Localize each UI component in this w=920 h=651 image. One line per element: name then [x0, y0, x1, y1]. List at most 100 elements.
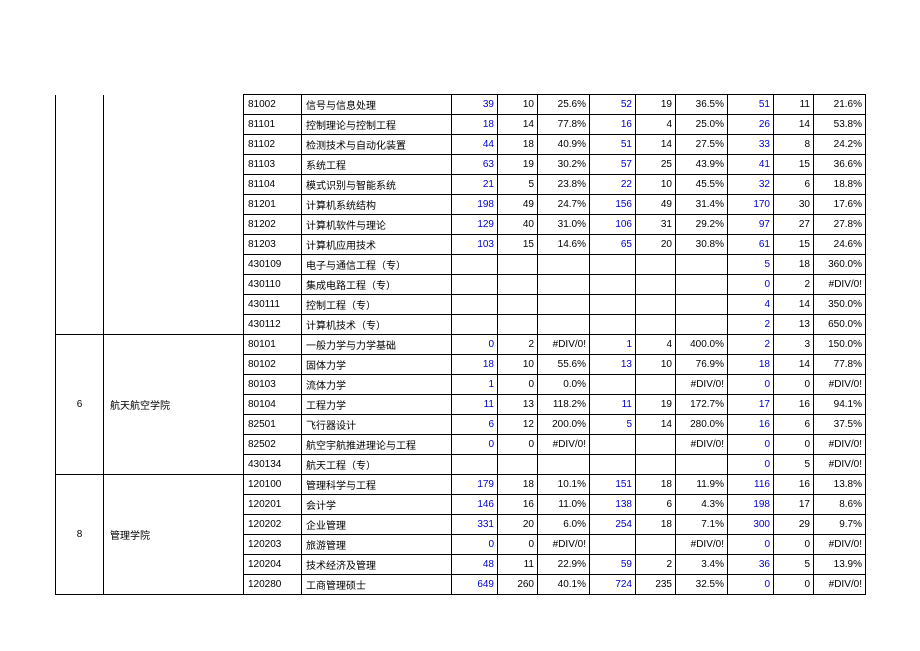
data-cell: 146	[452, 495, 498, 515]
data-cell: 32	[728, 175, 774, 195]
data-cell: 29.2%	[676, 215, 728, 235]
data-cell: 31	[636, 215, 676, 235]
data-cell: 3	[774, 335, 814, 355]
data-cell: 151	[590, 475, 636, 495]
data-cell	[452, 275, 498, 295]
data-cell: 81201	[244, 195, 302, 215]
data-cell: 16	[590, 115, 636, 135]
data-cell: 会计学	[302, 495, 452, 515]
data-cell: 430110	[244, 275, 302, 295]
data-cell: 65	[590, 235, 636, 255]
data-cell: 流体力学	[302, 375, 452, 395]
data-cell: 18.8%	[814, 175, 866, 195]
data-cell: 0	[728, 275, 774, 295]
data-cell: 10	[636, 175, 676, 195]
data-cell: 150.0%	[814, 335, 866, 355]
data-cell: 103	[452, 235, 498, 255]
data-cell: #DIV/0!	[676, 535, 728, 555]
group-id-cell	[56, 95, 104, 335]
data-cell: 17.6%	[814, 195, 866, 215]
data-cell: 39	[452, 95, 498, 115]
data-cell: 16	[728, 415, 774, 435]
data-cell: 6	[774, 415, 814, 435]
data-cell: 331	[452, 515, 498, 535]
data-cell: 80101	[244, 335, 302, 355]
data-cell: 649	[452, 575, 498, 595]
data-cell: 14.6%	[538, 235, 590, 255]
data-cell: 19	[636, 95, 676, 115]
data-cell: 23.8%	[538, 175, 590, 195]
data-cell: #DIV/0!	[814, 575, 866, 595]
data-cell: 18	[636, 515, 676, 535]
data-cell: 51	[728, 95, 774, 115]
data-cell: 集成电路工程（专）	[302, 275, 452, 295]
data-cell: 模式识别与智能系统	[302, 175, 452, 195]
data-cell: 63	[452, 155, 498, 175]
data-cell: 280.0%	[676, 415, 728, 435]
data-cell: 81102	[244, 135, 302, 155]
data-cell: 0	[452, 435, 498, 455]
data-cell: 0	[728, 435, 774, 455]
data-cell: 21.6%	[814, 95, 866, 115]
data-cell: 116	[728, 475, 774, 495]
data-cell	[590, 435, 636, 455]
data-cell: 13	[774, 315, 814, 335]
data-cell: 13	[498, 395, 538, 415]
data-cell: 16	[774, 395, 814, 415]
table-body: 81002信号与信息处理391025.6%521936.5%511121.6%8…	[56, 95, 866, 595]
data-cell: 15	[774, 235, 814, 255]
data-cell: 80103	[244, 375, 302, 395]
data-cell	[498, 255, 538, 275]
data-cell: 5	[498, 175, 538, 195]
data-cell: 198	[728, 495, 774, 515]
data-cell: 120201	[244, 495, 302, 515]
data-cell: 11	[498, 555, 538, 575]
data-cell: 82502	[244, 435, 302, 455]
data-cell: 129	[452, 215, 498, 235]
data-cell: 4	[728, 295, 774, 315]
data-cell: 29	[774, 515, 814, 535]
data-cell: 计算机系统结构	[302, 195, 452, 215]
data-cell: 2	[728, 335, 774, 355]
data-cell: 650.0%	[814, 315, 866, 335]
data-cell: 7.1%	[676, 515, 728, 535]
data-cell: 0.0%	[538, 375, 590, 395]
data-cell: 0	[728, 575, 774, 595]
data-cell: 97	[728, 215, 774, 235]
data-cell: 0	[452, 535, 498, 555]
data-cell: 52	[590, 95, 636, 115]
data-cell: 系统工程	[302, 155, 452, 175]
data-cell	[636, 255, 676, 275]
data-cell	[538, 255, 590, 275]
data-cell: 11	[590, 395, 636, 415]
data-cell: 27	[774, 215, 814, 235]
data-cell	[590, 375, 636, 395]
data-cell	[538, 295, 590, 315]
data-cell	[590, 255, 636, 275]
data-cell: 6	[774, 175, 814, 195]
data-cell: 13	[590, 355, 636, 375]
data-cell: 6.0%	[538, 515, 590, 535]
data-cell: 12	[498, 415, 538, 435]
data-cell: 4.3%	[676, 495, 728, 515]
data-cell: 5	[774, 455, 814, 475]
data-cell: 20	[498, 515, 538, 535]
data-cell: 5	[728, 255, 774, 275]
data-cell: 工商管理硕士	[302, 575, 452, 595]
data-cell: 固体力学	[302, 355, 452, 375]
data-cell: 信号与信息处理	[302, 95, 452, 115]
data-cell: 6	[636, 495, 676, 515]
data-cell: 16	[498, 495, 538, 515]
data-cell: 19	[498, 155, 538, 175]
data-cell: 4	[636, 115, 676, 135]
data-cell: #DIV/0!	[814, 455, 866, 475]
data-cell: 0	[728, 375, 774, 395]
data-cell: #DIV/0!	[814, 435, 866, 455]
data-cell: 14	[636, 415, 676, 435]
data-cell: 24.2%	[814, 135, 866, 155]
data-cell: 430134	[244, 455, 302, 475]
data-cell: 13.8%	[814, 475, 866, 495]
data-cell: 77.8%	[814, 355, 866, 375]
data-cell	[636, 375, 676, 395]
data-cell: 10	[498, 355, 538, 375]
